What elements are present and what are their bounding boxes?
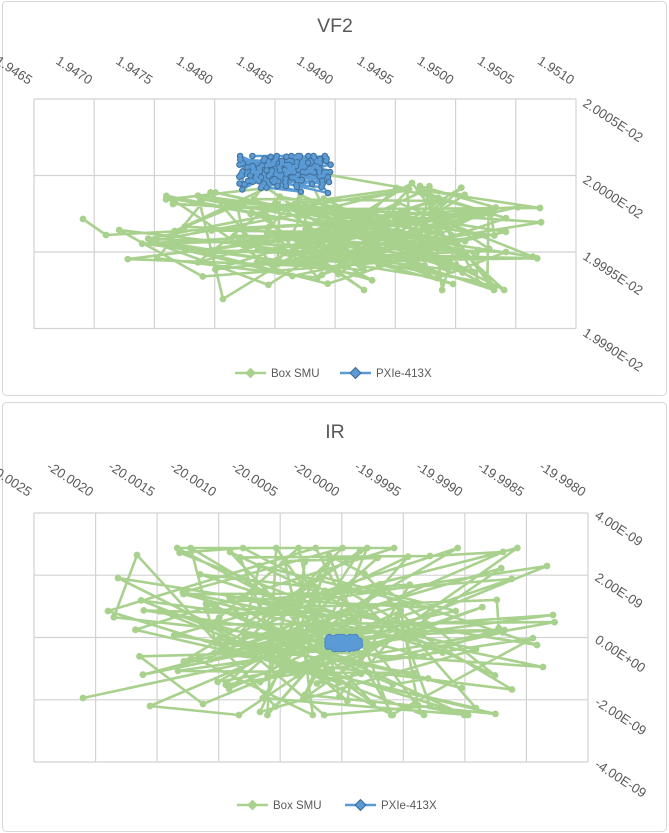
svg-text:PXIe-413X: PXIe-413X	[381, 800, 437, 812]
svg-text:Box SMU: Box SMU	[271, 368, 320, 380]
svg-text:VF2: VF2	[317, 15, 353, 37]
svg-text:PXIe-413X: PXIe-413X	[376, 368, 432, 380]
svg-text:IR: IR	[325, 421, 345, 443]
svg-text:Box SMU: Box SMU	[273, 800, 322, 812]
